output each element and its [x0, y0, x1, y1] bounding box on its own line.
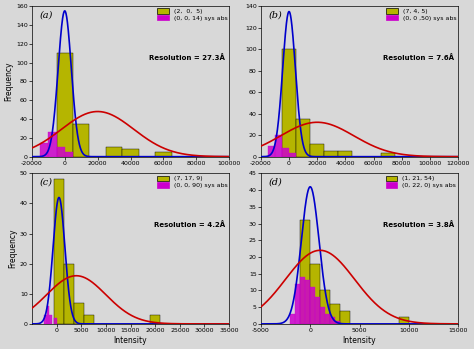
Text: (a): (a) — [40, 11, 53, 20]
Bar — [268, 146, 275, 157]
Legend: (7, 17, 9), (0, 0, 90) sys abs: (7, 17, 9), (0, 0, 90) sys abs — [157, 175, 228, 189]
Bar — [282, 148, 289, 157]
Legend: (7, 4, 5), (0, 0 ,50) sys abs: (7, 4, 5), (0, 0 ,50) sys abs — [386, 8, 457, 22]
Bar — [44, 315, 46, 324]
Text: (d): (d) — [269, 178, 283, 187]
Bar — [301, 277, 305, 324]
Bar — [122, 149, 139, 157]
Bar — [310, 144, 324, 157]
Bar — [155, 152, 172, 157]
Bar — [330, 304, 340, 324]
Text: Resolution = 3.8Å: Resolution = 3.8Å — [383, 222, 454, 229]
Bar — [296, 119, 310, 157]
Bar — [310, 264, 320, 324]
Bar — [330, 317, 335, 324]
Bar — [54, 179, 64, 324]
Bar — [324, 151, 338, 157]
Bar — [56, 53, 73, 157]
Bar — [381, 154, 395, 157]
Bar — [320, 290, 330, 324]
Text: (c): (c) — [40, 178, 53, 187]
Bar — [64, 264, 74, 324]
Text: Resolution = 4.2Å: Resolution = 4.2Å — [154, 222, 225, 229]
Bar — [56, 147, 65, 157]
Text: (b): (b) — [269, 11, 283, 20]
Bar — [399, 317, 409, 324]
Bar — [320, 307, 325, 324]
Bar — [340, 311, 350, 324]
Bar — [150, 315, 160, 324]
Bar — [54, 318, 56, 324]
Bar — [315, 297, 320, 324]
Bar — [338, 151, 353, 157]
Text: Resolution = 27.3Å: Resolution = 27.3Å — [149, 54, 225, 61]
X-axis label: Intensity: Intensity — [114, 336, 147, 345]
Bar — [295, 284, 301, 324]
Bar — [49, 315, 52, 324]
Bar — [305, 280, 310, 324]
Bar — [83, 315, 93, 324]
Bar — [325, 314, 330, 324]
Bar — [74, 303, 83, 324]
Bar — [48, 132, 56, 157]
Legend: (1, 21, 54), (0, 22, 0) sys abs: (1, 21, 54), (0, 22, 0) sys abs — [386, 175, 457, 189]
Text: Resolution = 7.6Å: Resolution = 7.6Å — [383, 54, 454, 61]
X-axis label: Intensity: Intensity — [343, 336, 376, 345]
Bar — [46, 306, 49, 324]
Bar — [282, 49, 296, 157]
Bar — [73, 124, 90, 157]
Bar — [301, 220, 310, 324]
Bar — [310, 287, 315, 324]
Legend: (2,  0,  5), (0, 0, 14) sys abs: (2, 0, 5), (0, 0, 14) sys abs — [157, 8, 228, 22]
Bar — [335, 320, 340, 324]
Bar — [289, 154, 296, 157]
Y-axis label: Frequency: Frequency — [4, 62, 13, 101]
Bar — [106, 147, 122, 157]
Bar — [291, 314, 295, 324]
Bar — [275, 135, 282, 157]
Bar — [40, 143, 48, 157]
Y-axis label: Frequency: Frequency — [8, 229, 17, 268]
Bar — [65, 152, 73, 157]
